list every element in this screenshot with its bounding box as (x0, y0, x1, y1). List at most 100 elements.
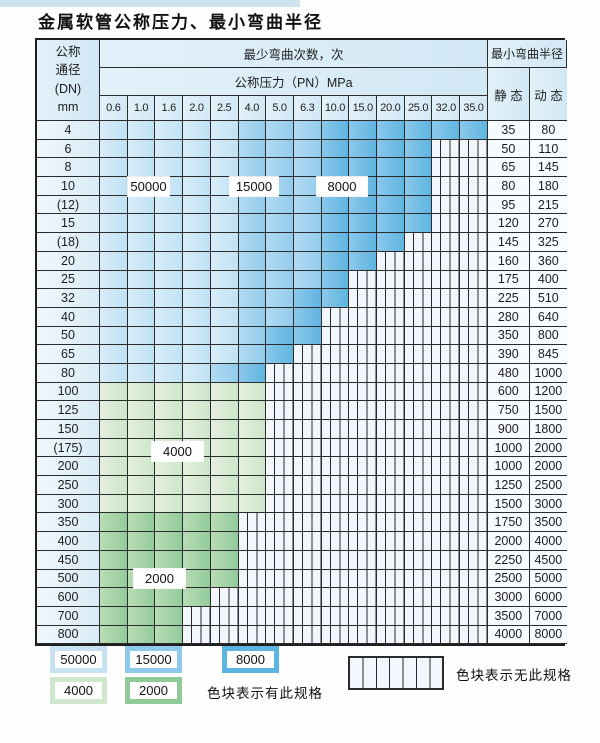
dn-label: (12) (37, 195, 100, 215)
spec-cell (155, 307, 184, 327)
spec-cell (293, 270, 322, 290)
no-spec-cell (266, 420, 294, 439)
dynamic-radius-value: 8000 (529, 625, 567, 645)
no-spec-cell (293, 420, 322, 439)
no-spec-cell (377, 289, 405, 308)
static-radius-value: 1500 (487, 494, 530, 514)
no-spec-cell (349, 326, 378, 346)
spec-cell (100, 345, 128, 364)
spec-cell (404, 177, 433, 196)
table-row: 80 480 1000 (37, 363, 567, 383)
pressure-col-label: 32.0 (432, 96, 461, 121)
dynamic-radius-value: 510 (529, 289, 567, 308)
static-radius-value: 50 (487, 139, 530, 159)
spec-cell (183, 214, 211, 234)
no-spec-cell (210, 625, 239, 645)
spec-cell (183, 307, 211, 327)
no-spec-cell (349, 363, 378, 383)
no-spec-cell (238, 606, 267, 626)
spec-cell (183, 345, 211, 364)
pressure-values-row: 0.6 1.0 1.6 2.0 2.5 4.0 5.0 6.3 10.0 15.0 20.0 25.0… (100, 96, 488, 121)
spec-cell (210, 307, 239, 327)
spec-cell (127, 513, 156, 533)
no-spec-cell (321, 513, 350, 533)
dn-label: 25 (37, 270, 100, 290)
spec-cell (100, 121, 128, 140)
no-spec-cell (460, 345, 488, 364)
no-spec-cell (321, 382, 350, 402)
spec-cell (183, 139, 211, 159)
spec-cell (293, 195, 322, 215)
no-spec-cell (432, 550, 461, 570)
spec-cell (155, 382, 184, 402)
spec-cell (155, 401, 184, 420)
spec-cell (183, 513, 211, 533)
no-spec-cell (293, 382, 322, 402)
no-spec-cell (266, 550, 294, 570)
spec-table: 公称 通径 (DN) mm 最少弯曲次数，次 公称压力（PN）MPa 0.6 1.… (35, 38, 567, 647)
no-spec-cell (432, 476, 461, 495)
no-spec-cell (460, 569, 488, 589)
spec-cell (238, 420, 267, 439)
no-spec-cell (377, 363, 405, 383)
no-spec-cell (377, 401, 405, 420)
pressure-col-label: 10.0 (321, 96, 350, 121)
spec-cell (210, 121, 239, 140)
spec-cell (127, 606, 156, 626)
spec-cell (100, 513, 128, 533)
no-spec-cell (432, 177, 461, 196)
dynamic-radius-value: 270 (529, 214, 567, 234)
table-row: 4 35 80 (37, 121, 567, 140)
dynamic-radius-value: 4000 (529, 532, 567, 551)
spec-cell (377, 233, 405, 252)
legend-swatch: 50000 (50, 646, 107, 673)
static-radius-value: 480 (487, 363, 530, 383)
table-row: 10 80 180 (37, 177, 567, 196)
no-spec-cell (377, 326, 405, 346)
spec-cell (127, 214, 156, 234)
spec-cell (293, 158, 322, 178)
spec-cell (155, 550, 184, 570)
dn-label: 50 (37, 326, 100, 346)
spec-cell (210, 438, 239, 458)
spec-cell (155, 139, 184, 159)
table-row: 20 160 360 (37, 251, 567, 271)
spec-cell (100, 214, 128, 234)
no-spec-cell (460, 139, 488, 159)
no-spec-cell (349, 532, 378, 551)
dn-label: 600 (37, 588, 100, 607)
no-spec-cell (349, 588, 378, 607)
spec-cell (266, 158, 294, 178)
no-spec-cell (460, 195, 488, 215)
no-spec-cell (432, 532, 461, 551)
no-spec-cell (460, 233, 488, 252)
no-spec-cell (432, 588, 461, 607)
pressure-header: 公称压力（PN）MPa (100, 68, 488, 96)
dn-label: 300 (37, 494, 100, 514)
no-spec-cell (266, 532, 294, 551)
no-spec-cell (349, 625, 378, 645)
spec-cell (127, 270, 156, 290)
dynamic-radius-value: 360 (529, 251, 567, 271)
dynamic-radius-value: 3500 (529, 513, 567, 533)
spec-cell (210, 476, 239, 495)
spec-cell (155, 457, 184, 477)
no-spec-cell (404, 420, 433, 439)
static-radius-value: 35 (487, 121, 530, 140)
spec-cell (155, 251, 184, 271)
no-spec-cell (432, 270, 461, 290)
spec-cell (266, 195, 294, 215)
spec-cell (238, 457, 267, 477)
static-radius-value: 280 (487, 307, 530, 327)
static-radius-value: 1750 (487, 513, 530, 533)
pressure-col-label: 4.0 (238, 96, 267, 121)
no-spec-cell (404, 494, 433, 514)
spec-cell (210, 270, 239, 290)
no-spec-cell (432, 420, 461, 439)
static-radius-value: 2000 (487, 532, 530, 551)
dynamic-radius-value: 80 (529, 121, 567, 140)
table-row: 200 1000 2000 (37, 457, 567, 477)
no-spec-cell (460, 363, 488, 383)
legend-swatch: 4000 (50, 677, 107, 704)
no-spec-cell (321, 401, 350, 420)
